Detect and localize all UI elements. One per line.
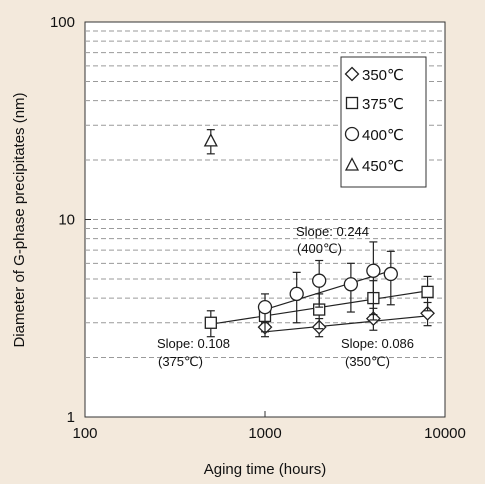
legend-label-350: 350℃ bbox=[362, 67, 404, 84]
legend-label-450: 450℃ bbox=[362, 158, 404, 175]
annotation-400-label: (400℃) bbox=[297, 241, 342, 256]
marker-circle bbox=[343, 277, 359, 292]
axes: 100 1000 10000 1 10 100 bbox=[50, 14, 466, 442]
annotation-375-label: (375℃) bbox=[158, 354, 203, 369]
marker-circle bbox=[366, 263, 381, 278]
data-point bbox=[421, 275, 434, 312]
data-point bbox=[366, 241, 381, 316]
legend-label-400: 400℃ bbox=[362, 127, 404, 144]
legend-markers bbox=[344, 66, 360, 171]
marker-circle bbox=[383, 266, 398, 282]
data-point bbox=[289, 271, 304, 324]
gridlines bbox=[85, 30, 445, 359]
data-point bbox=[312, 259, 327, 308]
data-point bbox=[204, 310, 217, 338]
y-tick-label: 100 bbox=[50, 14, 75, 31]
data-point bbox=[203, 129, 218, 155]
y-axis-title: Diameter of G-phase precipitates (nm) bbox=[11, 92, 28, 347]
legend-diamond-icon bbox=[344, 66, 360, 82]
legend-square-icon bbox=[345, 96, 359, 110]
annotation-350-label: (350℃) bbox=[345, 354, 390, 369]
fit-line bbox=[264, 315, 428, 333]
marker-circle bbox=[312, 273, 327, 288]
marker-triangle bbox=[203, 133, 218, 147]
annotation-350-slope: Slope: 0.086 bbox=[341, 336, 414, 351]
legend: 350℃ 375℃ 400℃ 450℃ bbox=[340, 56, 427, 188]
y-tick-label: 10 bbox=[58, 212, 75, 229]
data-point bbox=[343, 262, 359, 313]
legend-circle-icon bbox=[344, 126, 360, 142]
data-marks bbox=[203, 129, 435, 338]
x-tick-label: 1000 bbox=[248, 425, 281, 442]
x-tick-label: 10000 bbox=[424, 425, 466, 442]
legend-triangle-icon bbox=[344, 157, 360, 171]
marker-diamond bbox=[420, 305, 435, 321]
marker-circle bbox=[257, 299, 273, 315]
marker-square bbox=[204, 316, 217, 329]
marker-circle bbox=[289, 286, 304, 302]
data-point bbox=[383, 250, 398, 306]
annotation-375-slope: Slope: 0.108 bbox=[157, 336, 230, 351]
data-point bbox=[257, 293, 273, 324]
fit-line bbox=[264, 270, 391, 311]
marker-square bbox=[421, 285, 434, 299]
y-tick-label: 1 bbox=[67, 409, 75, 426]
x-tick-label: 100 bbox=[72, 425, 97, 442]
legend-label-375: 375℃ bbox=[362, 96, 404, 113]
x-axis-title: Aging time (hours) bbox=[204, 461, 327, 478]
annotation-400-slope: Slope: 0.244 bbox=[296, 224, 369, 239]
